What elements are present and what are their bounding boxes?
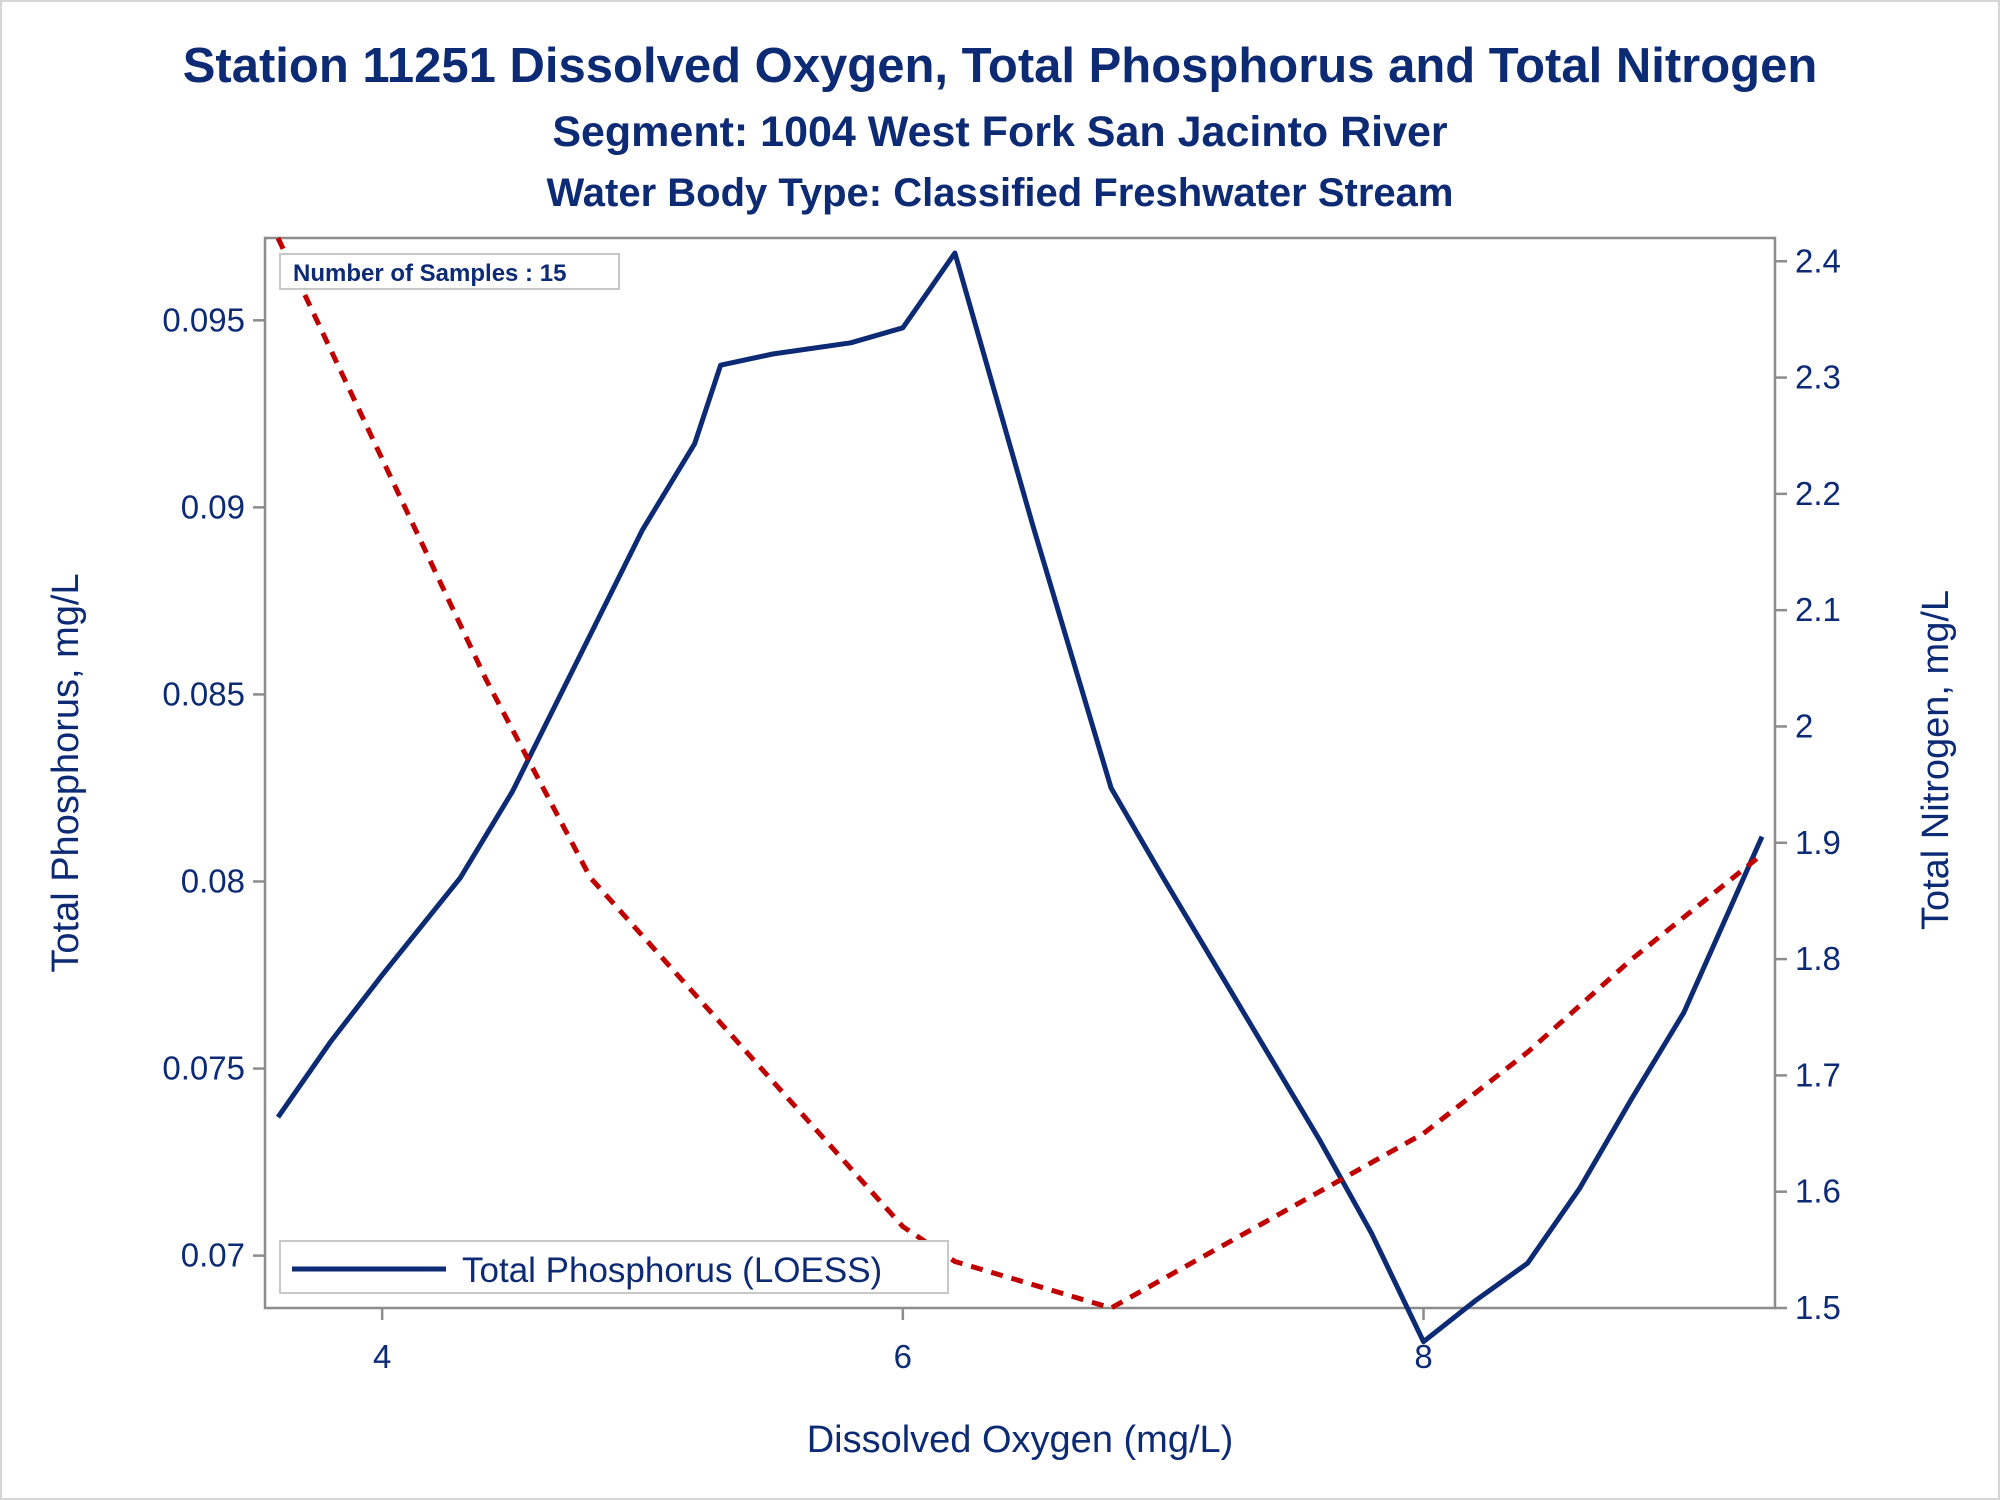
series-layer: [275, 236, 1765, 1345]
y-left-tick-label: 0.095: [162, 301, 245, 338]
total-phosphorus-line: [275, 250, 1765, 1345]
y-axis-left: 0.095 0.09 0.085 0.08 0.075 0.07: [162, 301, 265, 1274]
y-left-tick-label: 0.07: [181, 1237, 245, 1274]
y-right-tick-label: 1.8: [1795, 940, 1841, 977]
legend-label: Total Phosphorus (LOESS): [462, 1251, 882, 1290]
y-left-tick-label: 0.085: [162, 675, 245, 712]
y-right-tick-label: 2.3: [1795, 359, 1841, 396]
x-tick-label: 4: [373, 1338, 391, 1375]
y-right-tick-label: 1.9: [1795, 824, 1841, 861]
chart-subtitle-water-body: Water Body Type: Classified Freshwater S…: [547, 171, 1454, 215]
sample-count-text: Number of Samples : 15: [293, 260, 566, 287]
y-left-tick-label: 0.09: [181, 488, 245, 525]
y-axis-left-label: Total Phosphorus, mg/L: [45, 573, 87, 972]
y-left-tick-label: 0.08: [181, 862, 245, 899]
y-right-tick-label: 2.1: [1795, 591, 1841, 628]
x-tick-label: 6: [894, 1338, 912, 1375]
total-nitrogen-line: [275, 236, 1764, 1311]
y-right-tick-label: 2.2: [1795, 475, 1841, 512]
y-axis-right: 2.4 2.3 2.2 2.1 2 1.9 1.8 1.7 1.6 1.5: [1775, 242, 1841, 1326]
x-axis: 4 6 8: [373, 1308, 1433, 1375]
y-right-tick-label: 1.6: [1795, 1173, 1841, 1210]
y-right-tick-label: 2: [1795, 707, 1813, 744]
y-axis-right-label: Total Nitrogen, mg/L: [1915, 590, 1957, 930]
x-tick-label: 8: [1414, 1338, 1432, 1375]
y-right-tick-label: 2.4: [1795, 242, 1841, 279]
legend: Total Phosphorus (LOESS): [279, 1240, 949, 1294]
x-axis-label: Dissolved Oxygen (mg/L): [807, 1419, 1234, 1461]
sample-count-box: Number of Samples : 15: [279, 253, 620, 290]
y-left-tick-label: 0.075: [162, 1050, 245, 1087]
y-right-tick-label: 1.7: [1795, 1056, 1841, 1093]
y-right-tick-label: 1.5: [1795, 1289, 1841, 1326]
chart-subtitle-segment: Segment: 1004 West Fork San Jacinto Rive…: [552, 108, 1448, 156]
plot-area: [263, 236, 1777, 1310]
chart-title: Station 11251 Dissolved Oxygen, Total Ph…: [183, 39, 1818, 93]
